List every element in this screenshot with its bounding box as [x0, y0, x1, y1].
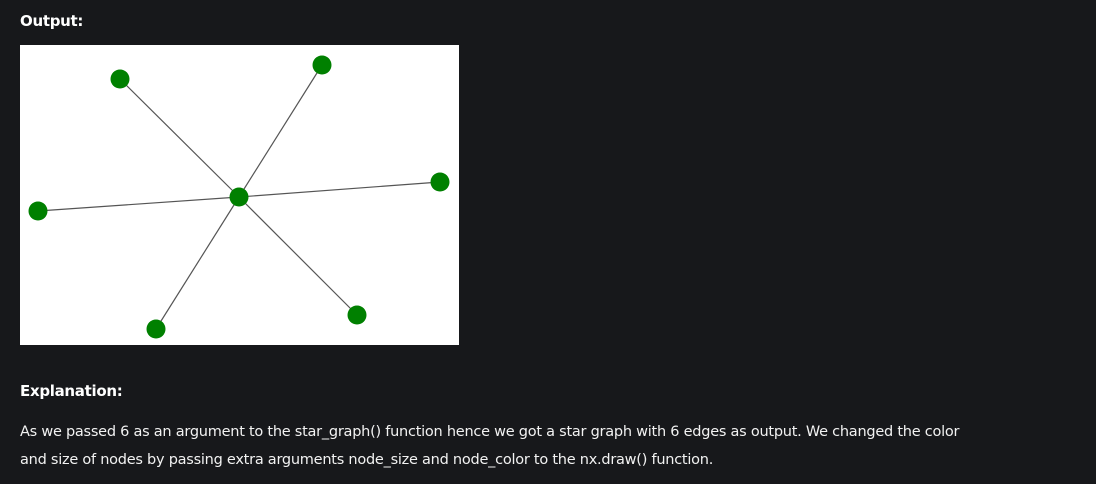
output-heading: Output: [20, 12, 84, 30]
explanation-line-1: As we passed 6 as an argument to the sta… [20, 424, 960, 440]
explanation-heading: Explanation: [20, 382, 123, 400]
explanation-text: As we passed 6 as an argument to the sta… [20, 418, 1050, 474]
graph-node-leaf-2 [312, 55, 332, 75]
graph-edge-2 [238, 64, 323, 198]
graph-node-leaf-3 [430, 172, 450, 192]
explanation-line-2: and size of nodes by passing extra argum… [20, 452, 714, 468]
graph-node-leaf-6 [347, 305, 367, 325]
graph-node-leaf-1 [110, 69, 130, 89]
graph-node-leaf-4 [28, 201, 48, 221]
graph-edge-3 [238, 181, 441, 198]
graph-edge-4 [37, 196, 240, 212]
graph-edge-5 [155, 196, 240, 330]
graph-node-center [229, 187, 249, 207]
graph-edge-1 [119, 78, 240, 198]
graph-node-leaf-5 [146, 319, 166, 339]
star-graph-svg [28, 55, 450, 339]
graph-edge-6 [238, 196, 358, 316]
star-graph-figure [20, 45, 459, 345]
